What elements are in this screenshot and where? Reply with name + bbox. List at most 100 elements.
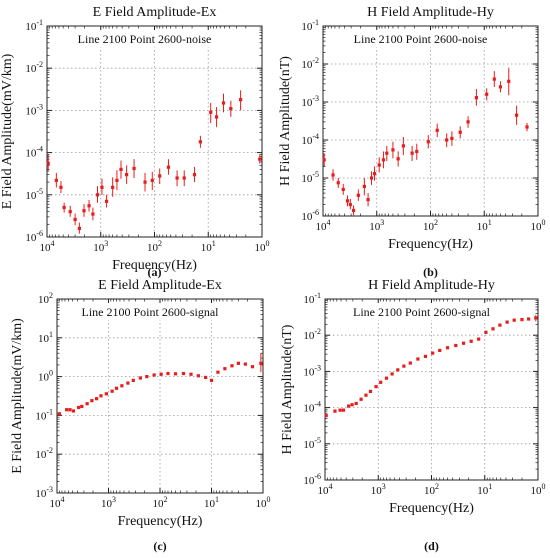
y-tick-label: 10-6 bbox=[301, 208, 319, 223]
data-point bbox=[356, 193, 360, 197]
data-point bbox=[469, 339, 473, 343]
data-point bbox=[110, 389, 114, 393]
data-point bbox=[515, 113, 519, 117]
data-point bbox=[458, 130, 462, 134]
data-point bbox=[243, 362, 247, 366]
data-point bbox=[423, 354, 428, 358]
data-point bbox=[345, 199, 350, 203]
x-tick-label: 101 bbox=[477, 218, 492, 233]
data-point bbox=[341, 187, 345, 192]
data-point bbox=[159, 372, 163, 376]
data-point bbox=[173, 372, 178, 376]
data-point bbox=[368, 389, 373, 394]
data-point bbox=[324, 414, 328, 418]
plot-frame bbox=[324, 298, 539, 481]
data-point bbox=[85, 402, 89, 406]
data-point bbox=[209, 378, 214, 382]
data-point bbox=[204, 375, 208, 380]
data-point bbox=[111, 185, 115, 189]
y-tick-label: 10-4 bbox=[25, 145, 43, 160]
data-point bbox=[445, 346, 450, 350]
data-point bbox=[229, 107, 233, 111]
data-point bbox=[369, 176, 374, 180]
annotation-text: Line 2100 Point 2600-signal bbox=[82, 305, 220, 319]
chart-title: H Field Amplitude-Hy bbox=[368, 278, 495, 293]
data-point bbox=[372, 172, 377, 176]
data-point bbox=[95, 193, 100, 197]
y-tick-label: 10-3 bbox=[303, 363, 321, 378]
data-point bbox=[438, 348, 442, 353]
data-point bbox=[426, 140, 430, 144]
data-point bbox=[126, 381, 130, 385]
data-point bbox=[166, 371, 170, 376]
data-point bbox=[381, 158, 386, 162]
data-point bbox=[104, 199, 109, 203]
data-point bbox=[336, 181, 340, 185]
y-tick-label: 10-3 bbox=[25, 102, 43, 117]
y-tick-label: 10-2 bbox=[35, 446, 53, 461]
data-point bbox=[125, 173, 129, 177]
data-point bbox=[150, 178, 154, 182]
data-point bbox=[68, 209, 72, 214]
y-axis-label: H Field Amplitude(nT) bbox=[278, 56, 293, 186]
y-tick-label: 102 bbox=[38, 291, 53, 306]
y-tick-label: 10-5 bbox=[25, 187, 43, 202]
y-tick-label: 100 bbox=[38, 369, 53, 384]
data-point bbox=[534, 316, 538, 320]
data-point bbox=[77, 405, 81, 410]
data-point bbox=[57, 412, 61, 416]
data-point bbox=[385, 151, 389, 155]
panel-label: (b) bbox=[423, 265, 438, 279]
data-point bbox=[525, 125, 529, 129]
data-point bbox=[132, 166, 136, 171]
data-point bbox=[445, 138, 449, 142]
chart-panel-1: E Field Amplitude-Ex 104 103 102 101 100 10-6 1… bbox=[0, 5, 270, 279]
data-point bbox=[65, 408, 69, 412]
y-tick-label: 10-4 bbox=[301, 132, 319, 147]
x-tick-label: 102 bbox=[147, 239, 162, 254]
x-tick-label: 100 bbox=[256, 495, 271, 510]
data-point bbox=[477, 337, 481, 341]
data-point bbox=[351, 208, 356, 213]
data-point bbox=[408, 361, 412, 365]
x-tick-label: 100 bbox=[531, 218, 546, 233]
data-point bbox=[152, 373, 156, 377]
data-point bbox=[364, 393, 368, 397]
data-point bbox=[390, 372, 394, 376]
data-point bbox=[181, 371, 186, 376]
annotation-bg bbox=[339, 303, 504, 320]
data-point bbox=[258, 157, 262, 161]
x-tick-label: 103 bbox=[93, 239, 108, 254]
data-point bbox=[492, 77, 496, 81]
y-tick-label: 101 bbox=[38, 330, 53, 345]
data-point bbox=[80, 404, 84, 409]
panel-label: (d) bbox=[424, 539, 439, 553]
data-point bbox=[520, 317, 524, 322]
data-point bbox=[527, 317, 531, 321]
data-point bbox=[62, 205, 66, 210]
data-point bbox=[377, 163, 381, 167]
data-point bbox=[396, 368, 400, 372]
data-point bbox=[374, 385, 378, 389]
data-point bbox=[435, 128, 439, 132]
data-point bbox=[379, 380, 383, 384]
data-point bbox=[391, 148, 395, 152]
data-point bbox=[512, 318, 516, 322]
y-axis-label: E Field Amplitude(mV/km) bbox=[10, 318, 25, 474]
annotation-text: Line 2100 Point 2600-signal bbox=[353, 305, 491, 319]
y-tick-label: 10-2 bbox=[301, 56, 319, 71]
data-point bbox=[259, 361, 263, 365]
chart-title: E Field Amplitude-Ex bbox=[93, 5, 217, 20]
data-point bbox=[99, 394, 103, 398]
x-axis-label: Frequency(Hz) bbox=[389, 501, 474, 516]
data-point bbox=[95, 397, 99, 401]
data-point bbox=[90, 399, 94, 403]
data-point bbox=[410, 151, 414, 155]
data-point bbox=[491, 327, 495, 331]
chart-panel-3: E Field Amplitude-Ex 104 103 102 101 100 10-3 1… bbox=[10, 278, 271, 553]
data-point bbox=[182, 176, 186, 180]
data-point bbox=[415, 149, 419, 154]
chart-panel-4: H Field Amplitude-Hy 104 103 102 101 100 10-6 1… bbox=[280, 278, 546, 553]
data-point bbox=[505, 320, 509, 324]
